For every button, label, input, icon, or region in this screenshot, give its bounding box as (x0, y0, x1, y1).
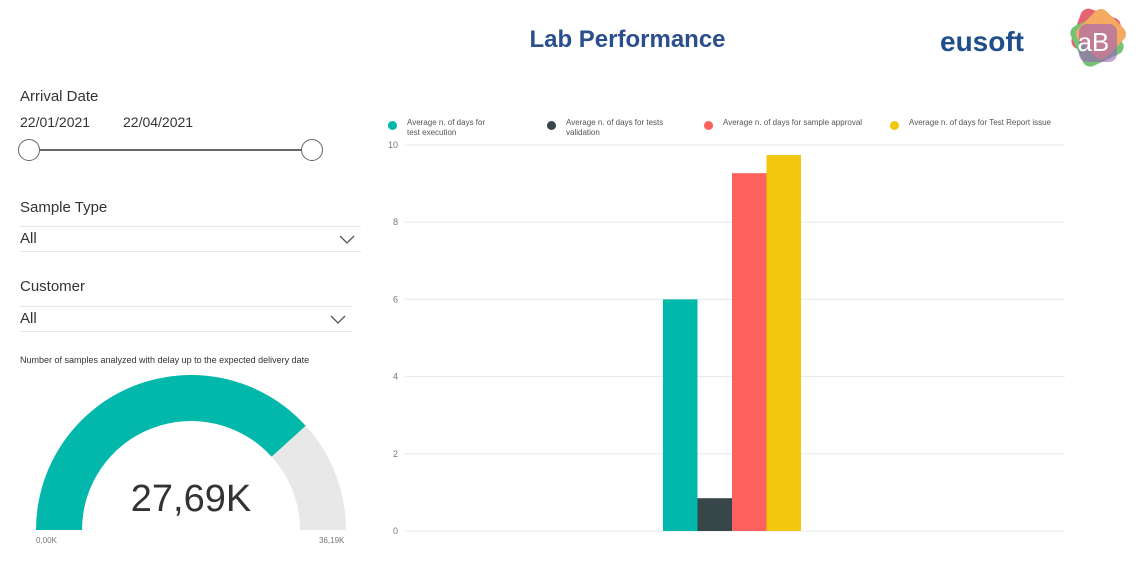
delay-gauge (36, 375, 346, 530)
legend-dot (704, 121, 713, 130)
bar-3[interactable] (732, 173, 767, 532)
gauge-value-arc (36, 375, 306, 530)
y-tick-label: 6 (393, 294, 398, 304)
date-range-slider-track[interactable] (30, 149, 313, 151)
sample-type-value: All (20, 230, 37, 247)
eusoft-lab-logo: eusoft LaB (940, 8, 1126, 67)
date-slider-end-handle[interactable] (301, 139, 323, 161)
y-tick-label: 0 (393, 526, 398, 536)
svg-text:eusoft: eusoft (940, 26, 1024, 57)
legend-item-report-issue: Average n. of days for Test Report issue (890, 118, 1080, 130)
legend-item-tests-validation: Average n. of days for tests validation (547, 118, 687, 138)
customer-dropdown[interactable]: All (20, 306, 352, 332)
chevron-down-icon (330, 315, 346, 324)
bar-2[interactable] (697, 498, 733, 531)
legend-item-test-execution: Average n. of days for test execution (388, 118, 528, 138)
customer-label: Customer (20, 278, 86, 295)
gauge-value: 27,69K (130, 478, 252, 520)
date-slider-start-handle[interactable] (18, 139, 40, 161)
gauge-min: 0,00K (36, 536, 57, 545)
gauge-title: Number of samples analyzed with delay up… (20, 355, 310, 365)
sample-type-dropdown[interactable]: All (20, 226, 361, 252)
legend-dot (388, 121, 397, 130)
legend-dot (890, 121, 899, 130)
y-tick-label: 10 (388, 140, 398, 150)
arrival-date-label: Arrival Date (20, 88, 99, 105)
arrival-date-end[interactable]: 22/04/2021 (123, 114, 194, 130)
chevron-down-icon (339, 235, 355, 244)
legend-item-sample-approval: Average n. of days for sample approval (704, 118, 884, 130)
svg-text:LaB: LaB (1063, 27, 1109, 57)
bar-1[interactable] (663, 299, 698, 531)
legend-dot (547, 121, 556, 130)
gauge-max: 36,19K (319, 536, 345, 545)
y-tick-label: 4 (393, 372, 398, 382)
page-title: Lab Performance (529, 26, 726, 53)
sample-type-label: Sample Type (20, 199, 108, 216)
y-tick-label: 8 (393, 217, 398, 227)
arrival-date-start[interactable]: 22/01/2021 (20, 114, 91, 130)
bar-4[interactable] (766, 155, 802, 531)
y-tick-label: 2 (393, 449, 398, 459)
customer-value: All (20, 310, 37, 327)
